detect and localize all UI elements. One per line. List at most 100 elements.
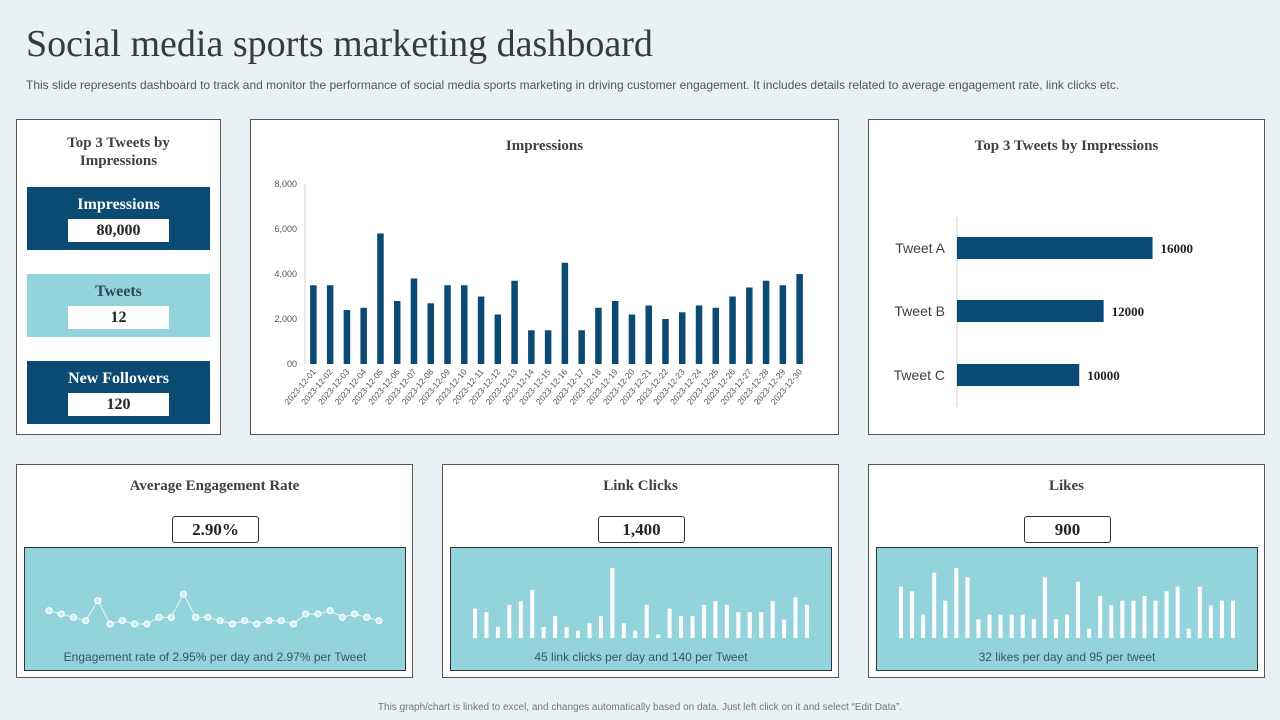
sparkline-point [155, 613, 163, 621]
bar [712, 307, 720, 364]
bar [976, 619, 981, 638]
sparkline-point [240, 617, 249, 625]
bar [762, 280, 770, 364]
bar [1153, 600, 1158, 638]
top-tweets-chart-title: Top 3 Tweets by Impressions [974, 138, 1159, 154]
sparkline-point [326, 607, 334, 615]
bar [1131, 600, 1136, 638]
bar [957, 364, 1080, 386]
bar [1031, 619, 1036, 638]
bar [662, 319, 669, 364]
category-label: Tweet B [894, 303, 945, 319]
category-label: Tweet A [895, 240, 945, 256]
bar [954, 568, 959, 638]
likes-sparkline [899, 568, 1235, 638]
bar [679, 312, 686, 364]
y-tick-label: 2,000 [274, 314, 297, 324]
link-clicks-caption: 45 link clicks per day and 140 per Tweet [534, 650, 748, 664]
category-label: Tweet C [894, 367, 945, 383]
bar [610, 568, 615, 638]
footer-note: This graph/chart is linked to excel, and… [377, 702, 903, 713]
bar [494, 314, 502, 364]
bar [957, 300, 1104, 322]
bar [1020, 614, 1025, 638]
bar [511, 280, 518, 364]
kpi-value: 80,000 [68, 219, 169, 242]
bar [1009, 614, 1014, 638]
bar [477, 296, 485, 364]
sparkline-point [106, 620, 114, 628]
likes-value: 900 [1024, 516, 1111, 543]
bar [495, 626, 500, 638]
bar [1087, 628, 1092, 638]
sparkline-point [228, 620, 236, 628]
sparkline-point [167, 613, 175, 621]
bar [393, 301, 401, 364]
kpi-new-followers: New Followers 120 [27, 361, 210, 424]
bar [1197, 586, 1202, 638]
kpi-panel: Top 3 Tweets by Impressions Impressions … [16, 119, 221, 435]
bar [561, 262, 569, 364]
bar [1164, 591, 1169, 638]
likes-caption: 32 likes per day and 95 per tweet [978, 650, 1156, 664]
bar [541, 626, 546, 638]
engagement-caption: Engagement rate of 2.95% per day and 2.9… [63, 650, 367, 664]
bar [598, 615, 603, 638]
sparkline-point [130, 620, 139, 628]
data-label: 10000 [1087, 368, 1120, 383]
bar [1186, 628, 1191, 638]
likes-title: Likes [1048, 478, 1084, 494]
sparkline-point [375, 617, 383, 625]
top-tweets-panel: Top 3 Tweets by Impressions Tweet A 16000… [868, 119, 1265, 435]
impressions-chart: 002,0004,0006,0008,0002023-12-012023-12-… [274, 179, 804, 407]
engagement-panel: Average Engagement Rate 2.90% Engagement… [16, 464, 413, 678]
bar [793, 597, 798, 638]
bar [427, 303, 434, 364]
bar [611, 301, 619, 364]
bar [695, 305, 703, 364]
y-tick-label: 6,000 [274, 224, 297, 234]
bar [595, 307, 602, 364]
bar [1098, 596, 1103, 638]
bar [553, 615, 558, 638]
impressions-chart-title: Impressions [505, 138, 584, 154]
bar [656, 634, 661, 638]
bar [310, 285, 317, 364]
likes-sparkline-box: 32 likes per day and 95 per tweet [876, 547, 1258, 671]
bar [1109, 605, 1114, 638]
bar [998, 614, 1003, 638]
bar [1065, 614, 1069, 638]
bar [1142, 596, 1147, 638]
bar [987, 614, 992, 638]
sparkline-path [48, 592, 380, 625]
bar [679, 615, 684, 638]
link-clicks-panel: Link Clicks 1,400 45 link clicks per day… [442, 464, 839, 678]
y-tick-label: 8,000 [274, 179, 297, 189]
bar [1175, 586, 1180, 638]
sparkline-point [143, 620, 151, 628]
kpi-impressions: Impressions 80,000 [27, 187, 210, 250]
bar [628, 314, 636, 364]
bar [1231, 600, 1235, 638]
bar [667, 608, 672, 638]
sparkline-point [363, 613, 371, 621]
engagement-sparkline [45, 590, 383, 628]
kpi-label: Impressions [77, 196, 160, 213]
bar [701, 604, 706, 638]
engagement-title: Average Engagement Rate [129, 478, 300, 494]
bar [410, 278, 418, 364]
bar [932, 572, 937, 638]
data-label: 12000 [1112, 304, 1145, 319]
bar [746, 287, 753, 364]
engagement-value: 2.90% [172, 516, 259, 543]
bar [779, 285, 787, 364]
bar [343, 310, 351, 364]
sparkline-point [314, 610, 322, 618]
sparkline-point [265, 617, 273, 625]
link-clicks-sparkline [473, 568, 809, 638]
bar [518, 601, 523, 638]
bar [690, 615, 695, 638]
bar [910, 591, 915, 638]
sparkline-point [216, 617, 224, 625]
bar [899, 586, 903, 638]
